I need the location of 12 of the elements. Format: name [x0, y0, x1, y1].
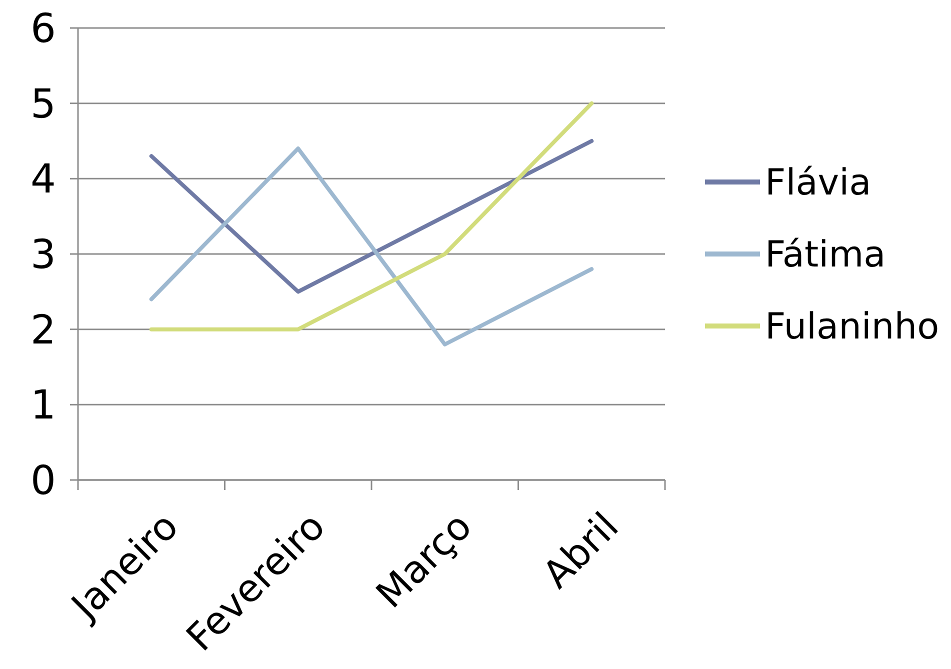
- legend-label: Flávia: [765, 162, 872, 204]
- line-series: [149, 146, 594, 346]
- y-tick-label: 3: [30, 232, 56, 278]
- y-tick-label: 4: [30, 156, 56, 203]
- y-tick-label: 1: [30, 382, 56, 429]
- legend-label: Fulaninho: [765, 306, 940, 348]
- y-tick-label: 2: [30, 307, 56, 354]
- legend-label: Fátima: [765, 234, 886, 276]
- y-tick-label: 0: [30, 458, 56, 504]
- y-tick-label: 6: [30, 6, 56, 52]
- line-series: [149, 139, 594, 294]
- y-tick-label: 5: [30, 81, 56, 128]
